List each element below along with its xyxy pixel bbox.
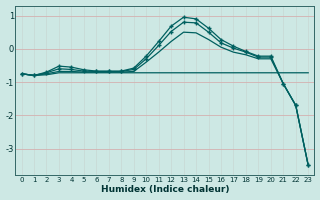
X-axis label: Humidex (Indice chaleur): Humidex (Indice chaleur) <box>100 185 229 194</box>
